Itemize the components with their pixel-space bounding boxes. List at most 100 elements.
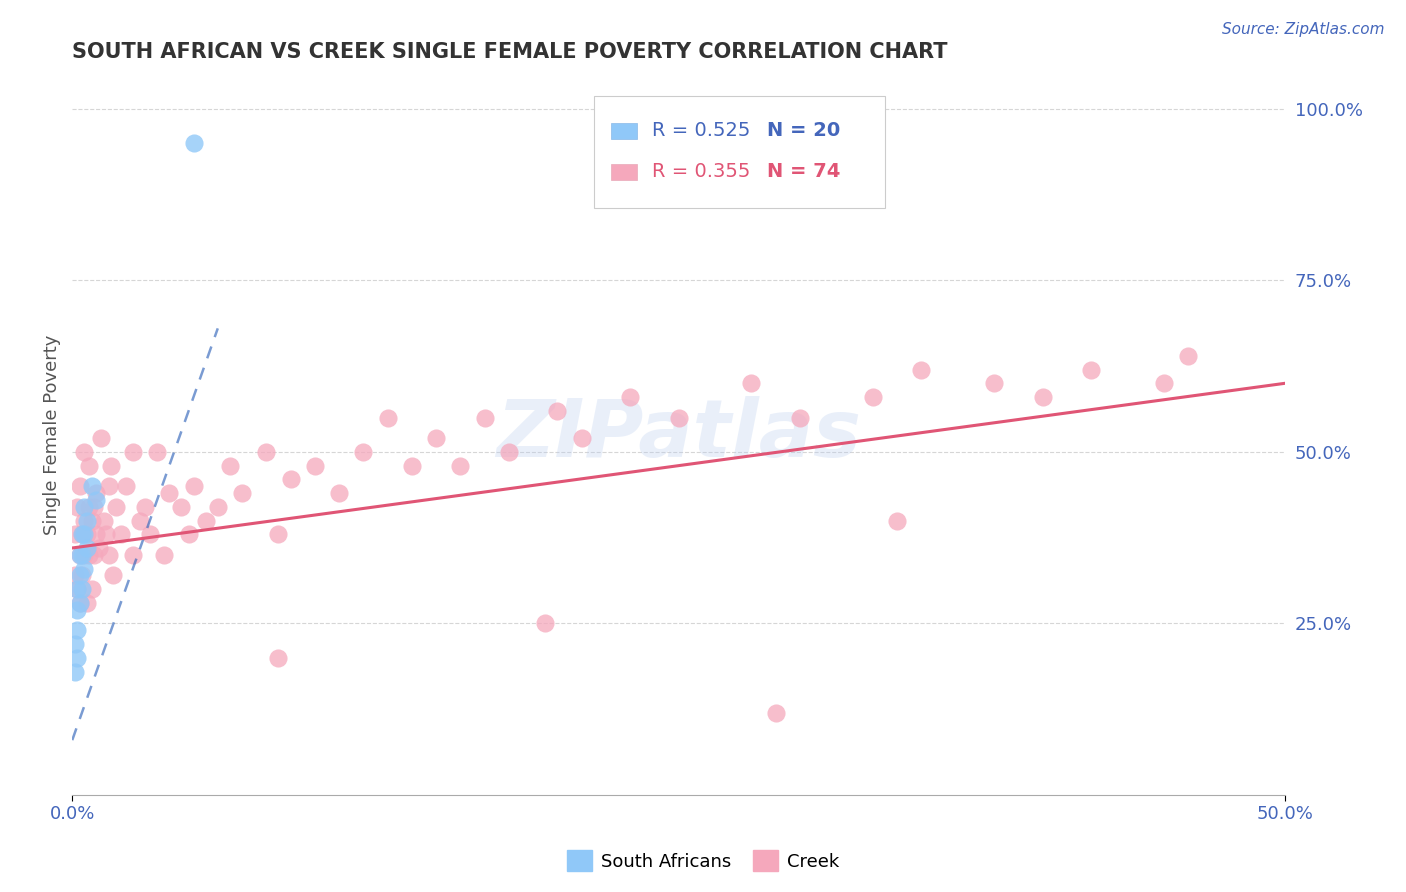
Point — [474, 410, 496, 425]
Point — [498, 445, 520, 459]
Point — [63, 637, 86, 651]
Point — [304, 458, 326, 473]
Bar — [610, 123, 637, 138]
Point — [862, 390, 884, 404]
Point — [789, 410, 811, 425]
Point — [73, 445, 96, 459]
Legend: South Africans, Creek: South Africans, Creek — [560, 843, 846, 879]
Point — [86, 486, 108, 500]
Point — [546, 403, 568, 417]
Point — [96, 527, 118, 541]
Point — [219, 458, 242, 473]
Point — [69, 568, 91, 582]
Point — [267, 650, 290, 665]
Point — [177, 527, 200, 541]
Point — [377, 410, 399, 425]
Point — [70, 527, 93, 541]
Point — [69, 548, 91, 562]
Point — [66, 624, 89, 638]
Text: Source: ZipAtlas.com: Source: ZipAtlas.com — [1222, 22, 1385, 37]
Point — [69, 596, 91, 610]
Point — [254, 445, 277, 459]
Point — [83, 548, 105, 562]
Point — [97, 479, 120, 493]
Point — [449, 458, 471, 473]
Point — [77, 548, 100, 562]
Point — [76, 514, 98, 528]
Point — [90, 431, 112, 445]
Point — [114, 479, 136, 493]
Point — [93, 514, 115, 528]
Point — [207, 500, 229, 514]
Point — [70, 527, 93, 541]
Point — [153, 548, 176, 562]
Point — [66, 582, 89, 597]
Point — [983, 376, 1005, 391]
Point — [69, 596, 91, 610]
Point — [73, 527, 96, 541]
Point — [86, 527, 108, 541]
Point — [122, 445, 145, 459]
Point — [76, 527, 98, 541]
Text: SOUTH AFRICAN VS CREEK SINGLE FEMALE POVERTY CORRELATION CHART: SOUTH AFRICAN VS CREEK SINGLE FEMALE POV… — [72, 42, 948, 62]
Point — [73, 500, 96, 514]
Bar — [610, 164, 637, 179]
Point — [97, 548, 120, 562]
Point — [66, 603, 89, 617]
Point — [63, 527, 86, 541]
Point — [110, 527, 132, 541]
Point — [70, 548, 93, 562]
Point — [194, 514, 217, 528]
Point — [103, 568, 125, 582]
Point — [66, 650, 89, 665]
Point — [80, 514, 103, 528]
Text: N = 74: N = 74 — [768, 162, 841, 181]
Point — [83, 500, 105, 514]
Point — [70, 582, 93, 597]
Point — [886, 514, 908, 528]
Point — [765, 706, 787, 720]
Point — [571, 431, 593, 445]
Point — [134, 500, 156, 514]
Point — [80, 479, 103, 493]
Text: ZIPatlas: ZIPatlas — [496, 396, 862, 474]
Point — [1032, 390, 1054, 404]
Point — [401, 458, 423, 473]
Point — [129, 514, 152, 528]
Point — [170, 500, 193, 514]
Point — [425, 431, 447, 445]
Point — [104, 500, 127, 514]
Point — [231, 486, 253, 500]
Point — [157, 486, 180, 500]
Point — [267, 527, 290, 541]
Point — [534, 616, 557, 631]
Text: N = 20: N = 20 — [768, 121, 841, 140]
Point — [77, 458, 100, 473]
Point — [76, 596, 98, 610]
Point — [100, 458, 122, 473]
FancyBboxPatch shape — [593, 96, 884, 208]
Point — [69, 548, 91, 562]
Point — [183, 136, 205, 150]
Point — [328, 486, 350, 500]
Point — [183, 479, 205, 493]
Point — [280, 472, 302, 486]
Point — [69, 479, 91, 493]
Point — [73, 514, 96, 528]
Point — [122, 548, 145, 562]
Point — [80, 582, 103, 597]
Point — [910, 362, 932, 376]
Point — [352, 445, 374, 459]
Point — [77, 500, 100, 514]
Point — [66, 582, 89, 597]
Point — [70, 568, 93, 582]
Point — [146, 445, 169, 459]
Point — [139, 527, 162, 541]
Point — [740, 376, 762, 391]
Point — [1153, 376, 1175, 391]
Point — [76, 541, 98, 555]
Text: R = 0.525: R = 0.525 — [652, 121, 751, 140]
Point — [63, 665, 86, 679]
Y-axis label: Single Female Poverty: Single Female Poverty — [44, 334, 60, 535]
Point — [1080, 362, 1102, 376]
